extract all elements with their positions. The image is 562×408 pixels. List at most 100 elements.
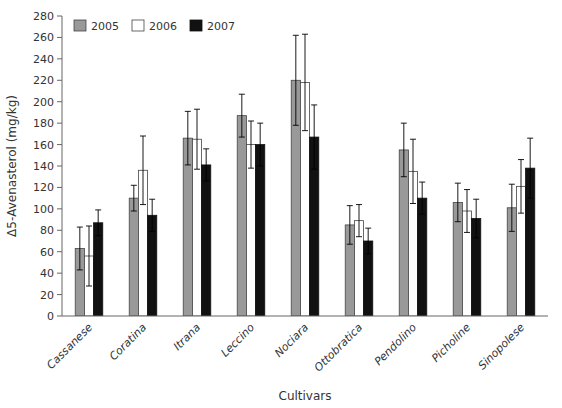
legend-label: 2007 <box>207 20 235 33</box>
error-bar-cap <box>410 139 416 140</box>
error-bar-cap <box>77 269 83 270</box>
page: {"chart_data": {"type": "bar", "xlabel":… <box>0 0 562 408</box>
error-bar-stem <box>349 206 350 245</box>
error-bar-cap <box>149 199 155 200</box>
x-axis-label: Cultivars <box>279 389 332 403</box>
legend-label: 2005 <box>91 20 119 33</box>
chart: 020406080100120140160180200220240260280C… <box>0 0 562 408</box>
error-bar-stem <box>295 35 296 125</box>
error-bar <box>302 34 308 130</box>
error-bar <box>455 183 461 222</box>
error-bar <box>473 199 479 238</box>
y-tick-label: 140 <box>33 160 54 173</box>
y-tick-label: 200 <box>33 96 54 109</box>
y-tick <box>57 101 62 102</box>
bar <box>202 165 211 316</box>
error-bar <box>347 206 353 245</box>
error-bar-cap <box>131 185 137 186</box>
y-tick-label: 120 <box>33 181 54 194</box>
error-bar-cap <box>347 244 353 245</box>
error-bar-stem <box>241 94 242 137</box>
x-tick-label: Leccino <box>218 321 257 360</box>
error-bar <box>509 184 515 231</box>
y-tick <box>57 273 62 274</box>
error-bar-cap <box>311 169 317 170</box>
error-bar <box>86 226 92 286</box>
x-tick-label: Itrana <box>171 321 203 353</box>
bar <box>183 138 192 316</box>
error-bar-stem <box>305 34 306 130</box>
error-bar-cap <box>257 123 263 124</box>
error-bar-stem <box>457 183 458 222</box>
error-bar-cap <box>518 159 524 160</box>
legend-swatch <box>132 20 144 31</box>
error-bar-stem <box>530 138 531 198</box>
y-tick-label: 240 <box>33 53 54 66</box>
y-tick <box>57 144 62 145</box>
y-tick <box>57 251 62 252</box>
error-bar-cap <box>464 189 470 190</box>
error-bar-cap <box>239 137 245 138</box>
bar <box>237 116 246 316</box>
error-bar-cap <box>509 184 515 185</box>
x-tick-label: Coratina <box>107 321 149 363</box>
y-axis-label: Δ5-Avenasterol (mg/kg) <box>5 95 19 237</box>
error-bar <box>77 227 83 270</box>
error-bar-cap <box>302 130 308 131</box>
error-bar-cap <box>356 236 362 237</box>
error-bar-cap <box>455 221 461 222</box>
error-bar <box>527 138 533 198</box>
error-bar-cap <box>401 123 407 124</box>
error-bar-stem <box>133 185 134 211</box>
error-bar <box>401 123 407 177</box>
error-bar-cap <box>185 111 191 112</box>
error-bar-cap <box>356 204 362 205</box>
error-bar-stem <box>359 205 360 237</box>
y-tick <box>57 187 62 188</box>
error-bar <box>131 185 137 211</box>
error-bar-cap <box>302 34 308 35</box>
error-bar-cap <box>239 94 245 95</box>
x-tick-label: Sinopolese <box>476 321 528 373</box>
error-bar-cap <box>527 198 533 199</box>
error-bar <box>464 190 470 233</box>
error-bar <box>356 205 362 237</box>
error-bar <box>257 123 263 166</box>
error-bar-cap <box>257 166 263 167</box>
x-tick-label: Ottobratica <box>312 321 366 375</box>
error-bar-cap <box>410 203 416 204</box>
error-bar-stem <box>476 199 477 238</box>
y-tick-label: 180 <box>33 117 54 130</box>
error-bar-cap <box>248 121 254 122</box>
y-tick <box>57 80 62 81</box>
error-bar <box>365 228 371 254</box>
error-bar-cap <box>473 237 479 238</box>
bars <box>75 34 535 316</box>
error-bar-stem <box>413 139 414 203</box>
y-tick-label: 100 <box>33 203 54 216</box>
error-bar <box>140 136 146 205</box>
error-bar <box>410 139 416 203</box>
error-bar <box>248 121 254 168</box>
y-tick-label: 20 <box>40 289 54 302</box>
y-tick-label: 40 <box>40 267 54 280</box>
error-bar-cap <box>140 136 146 137</box>
error-bar-cap <box>185 164 191 165</box>
y-tick-label: 160 <box>33 139 54 152</box>
y-tick <box>57 230 62 231</box>
error-bar-cap <box>203 181 209 182</box>
y-tick-label: 80 <box>40 224 54 237</box>
error-bar-stem <box>521 160 522 214</box>
bar <box>94 223 103 316</box>
error-bar-cap <box>77 227 83 228</box>
error-bar-stem <box>467 190 468 233</box>
x-axis-line <box>62 316 548 317</box>
y-tick-label: 280 <box>33 10 54 23</box>
bar <box>418 198 427 316</box>
x-axis: CassaneseCoratinaItranaLeccinoNociaraOtt… <box>44 316 548 374</box>
error-bar-stem <box>422 182 423 214</box>
error-bar-stem <box>251 121 252 168</box>
error-bar-stem <box>368 228 369 254</box>
y-tick <box>57 166 62 167</box>
error-bar-cap <box>473 199 479 200</box>
